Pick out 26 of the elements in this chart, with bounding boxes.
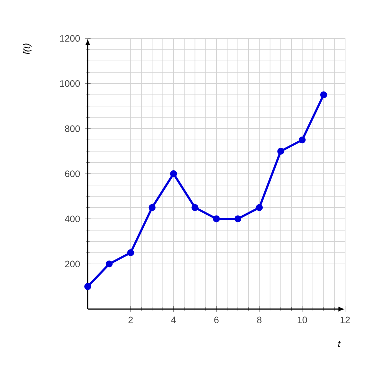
x-axis-title: t xyxy=(338,341,341,348)
point xyxy=(127,249,134,256)
y-tick-label: 1000 xyxy=(60,80,80,88)
x-tick-label: 4 xyxy=(171,316,176,324)
point xyxy=(298,136,306,144)
point xyxy=(278,148,284,155)
point xyxy=(170,170,178,178)
point xyxy=(213,216,220,223)
y-axis-title: f(t) xyxy=(23,44,32,54)
point xyxy=(256,204,264,212)
point xyxy=(234,216,242,223)
x-tick-label: 8 xyxy=(257,316,262,324)
point xyxy=(84,283,92,290)
y-tick-label: 400 xyxy=(65,216,80,222)
x-tick-label: 2 xyxy=(128,316,134,324)
x-tick-label: 12 xyxy=(340,316,350,324)
point xyxy=(106,260,113,268)
point xyxy=(148,204,156,212)
y-tick-label: 800 xyxy=(65,126,80,132)
point xyxy=(192,204,199,212)
x-tick-label: 10 xyxy=(298,316,308,324)
point xyxy=(320,92,328,99)
y-tick-label: 1200 xyxy=(60,35,80,42)
x-tick-label: 6 xyxy=(214,316,219,324)
y-tick-label: 600 xyxy=(65,170,80,178)
y-tick-label: 200 xyxy=(65,260,80,268)
